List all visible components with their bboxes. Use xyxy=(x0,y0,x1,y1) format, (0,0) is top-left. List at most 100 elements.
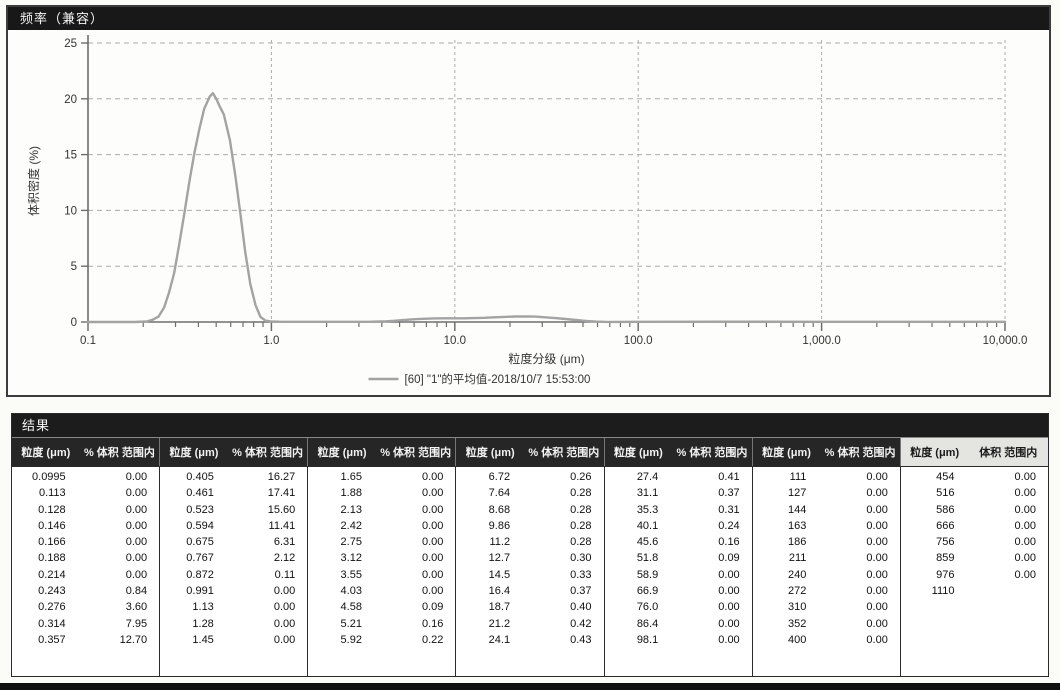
pct-cell: 0.00 xyxy=(866,536,888,549)
pct-cell xyxy=(969,585,1048,601)
pct-header-label: % 体积 范围内 xyxy=(824,447,896,459)
y-tick-label: 0 xyxy=(71,317,77,329)
table-row: 111 0.00 xyxy=(753,471,900,487)
pct-cell: 0.33 xyxy=(570,568,592,581)
pct-cell: 0.26 xyxy=(570,471,592,483)
size-cell: 5.92 xyxy=(340,633,362,646)
size-cell: 12.7 xyxy=(488,552,511,565)
pct-cell: 0.00 xyxy=(718,568,740,581)
pct-cell: 0.37 xyxy=(570,585,592,598)
pct-cell: 0.00 xyxy=(421,471,444,483)
table-row: 7.64 0.28 xyxy=(456,487,603,503)
size-cell: 163 xyxy=(788,519,807,532)
pct-cell: 0.00 xyxy=(125,568,148,581)
pct-header-label: % 体积 范围内 xyxy=(380,447,452,459)
y-tick-label: 15 xyxy=(64,150,77,162)
x-tick-label: 1.0 xyxy=(263,335,279,347)
size-cell: 0.314 xyxy=(38,617,66,630)
size-cell: 98.1 xyxy=(636,633,659,646)
size-cell: 976 xyxy=(936,568,955,581)
frequency-chart-panel: 频率（兼容） 0 5 10 15 20 25 0.1 1.0 10.0 100.0 1,000.0 1… xyxy=(6,5,1051,397)
pct-cell: 0.00 xyxy=(718,601,740,614)
pct-cell: 0.00 xyxy=(1014,552,1036,565)
size-cell: 14.5 xyxy=(488,568,511,581)
size-cell: 3.12 xyxy=(340,552,362,565)
y-tick-label: 10 xyxy=(64,205,77,217)
table-row: 0.405 16.27 xyxy=(160,471,307,487)
size-cell: 16.4 xyxy=(488,585,511,598)
table-row: 0.276 3.60 xyxy=(12,601,159,617)
table-row: 45.6 0.16 xyxy=(605,536,752,552)
table-row: 76.0 0.00 xyxy=(605,601,752,617)
pct-cell: 0.16 xyxy=(718,536,740,549)
size-header-label: 粒度 (μm) xyxy=(317,447,367,459)
size-cell: 5.21 xyxy=(340,617,362,630)
size-cell: 0.188 xyxy=(38,552,66,565)
size-cell: 186 xyxy=(788,536,807,549)
pct-cell: 0.09 xyxy=(421,601,444,614)
pct-cell: 0.00 xyxy=(866,568,888,581)
legend-label: [60] "1"的平均值-2018/10/7 15:53:00 xyxy=(405,372,591,386)
table-row: 0.146 0.00 xyxy=(12,520,159,536)
column-group-header: 粒度 (μm) % 体积 范围内 xyxy=(456,438,605,466)
table-row: 1.88 0.00 xyxy=(308,487,455,503)
size-header-label: 粒度 (μm) xyxy=(762,447,811,459)
size-cell: 0.405 xyxy=(186,471,214,483)
size-cell: 0.214 xyxy=(38,568,66,581)
size-cell: 0.128 xyxy=(38,503,66,516)
size-cell: 144 xyxy=(788,503,807,516)
pct-cell: 0.00 xyxy=(273,633,296,646)
pct-cell: 0.37 xyxy=(718,487,740,500)
pct-cell: 15.60 xyxy=(267,503,296,516)
table-row: 0.594 11.41 xyxy=(160,520,307,536)
pct-cell: 0.00 xyxy=(421,487,444,500)
table-row: 24.1 0.43 xyxy=(456,634,603,650)
table-row: 9.86 0.28 xyxy=(456,520,603,536)
size-cell: 0.276 xyxy=(38,601,66,614)
y-axis-title: 体积密度 (%) xyxy=(26,146,41,216)
table-row: 12.7 0.30 xyxy=(456,552,603,568)
pct-cell: 2.12 xyxy=(273,552,296,565)
pct-header-label: 体积 范围内 xyxy=(979,447,1038,459)
table-column-group: 0.0995 0.00 0.113 0.00 0.128 0.00 0.146 0.00 0.1… xyxy=(12,467,161,677)
column-group-header: 粒度 (μm) 体积 范围内 xyxy=(900,438,1048,466)
size-cell: 45.6 xyxy=(636,536,659,549)
size-cell: 1.65 xyxy=(340,471,362,483)
table-row: 0.357 12.70 xyxy=(12,634,159,650)
size-cell: 859 xyxy=(936,552,955,565)
table-row: 51.8 0.09 xyxy=(605,552,752,568)
pct-cell: 0.31 xyxy=(718,503,740,516)
table-row: 0.166 0.00 xyxy=(12,536,159,552)
chart-title: 频率（兼容） xyxy=(8,7,1049,30)
size-cell: 400 xyxy=(788,633,807,646)
size-cell: 76.0 xyxy=(636,601,659,614)
table-row: 11.2 0.28 xyxy=(456,536,603,552)
table-row: 0.675 6.31 xyxy=(160,536,307,552)
table-row: 756 0.00 xyxy=(901,536,1048,552)
table-row: 163 0.00 xyxy=(753,520,900,536)
pct-cell: 0.00 xyxy=(866,617,888,630)
size-cell: 0.594 xyxy=(186,519,214,532)
size-cell: 352 xyxy=(788,617,807,630)
table-row: 86.4 0.00 xyxy=(605,618,752,634)
pct-cell: 0.00 xyxy=(125,536,148,549)
table-row: 0.991 0.00 xyxy=(160,585,307,601)
results-table-body: 0.0995 0.00 0.113 0.00 0.128 0.00 0.146 0.00 0.1… xyxy=(12,466,1048,677)
pct-cell: 0.00 xyxy=(421,519,444,532)
size-cell: 0.113 xyxy=(38,487,66,500)
x-tick-label: 0.1 xyxy=(80,335,96,347)
size-cell: 1.28 xyxy=(192,617,214,630)
pct-cell: 0.00 xyxy=(866,585,888,598)
pct-cell: 0.00 xyxy=(273,617,296,630)
table-row: 14.5 0.33 xyxy=(456,569,603,585)
size-cell: 4.58 xyxy=(340,601,362,614)
table-row: 240 0.00 xyxy=(753,569,900,585)
pct-cell: 7.95 xyxy=(125,617,148,630)
page-bottom-bar xyxy=(0,683,1060,690)
size-cell: 516 xyxy=(936,487,955,500)
table-row: 454 0.00 xyxy=(901,471,1048,487)
pct-cell: 0.00 xyxy=(1014,519,1036,532)
y-tick-label: 20 xyxy=(64,94,77,106)
x-tick-label: 10,000.0 xyxy=(983,335,1028,347)
pct-cell: 0.00 xyxy=(1014,503,1036,516)
